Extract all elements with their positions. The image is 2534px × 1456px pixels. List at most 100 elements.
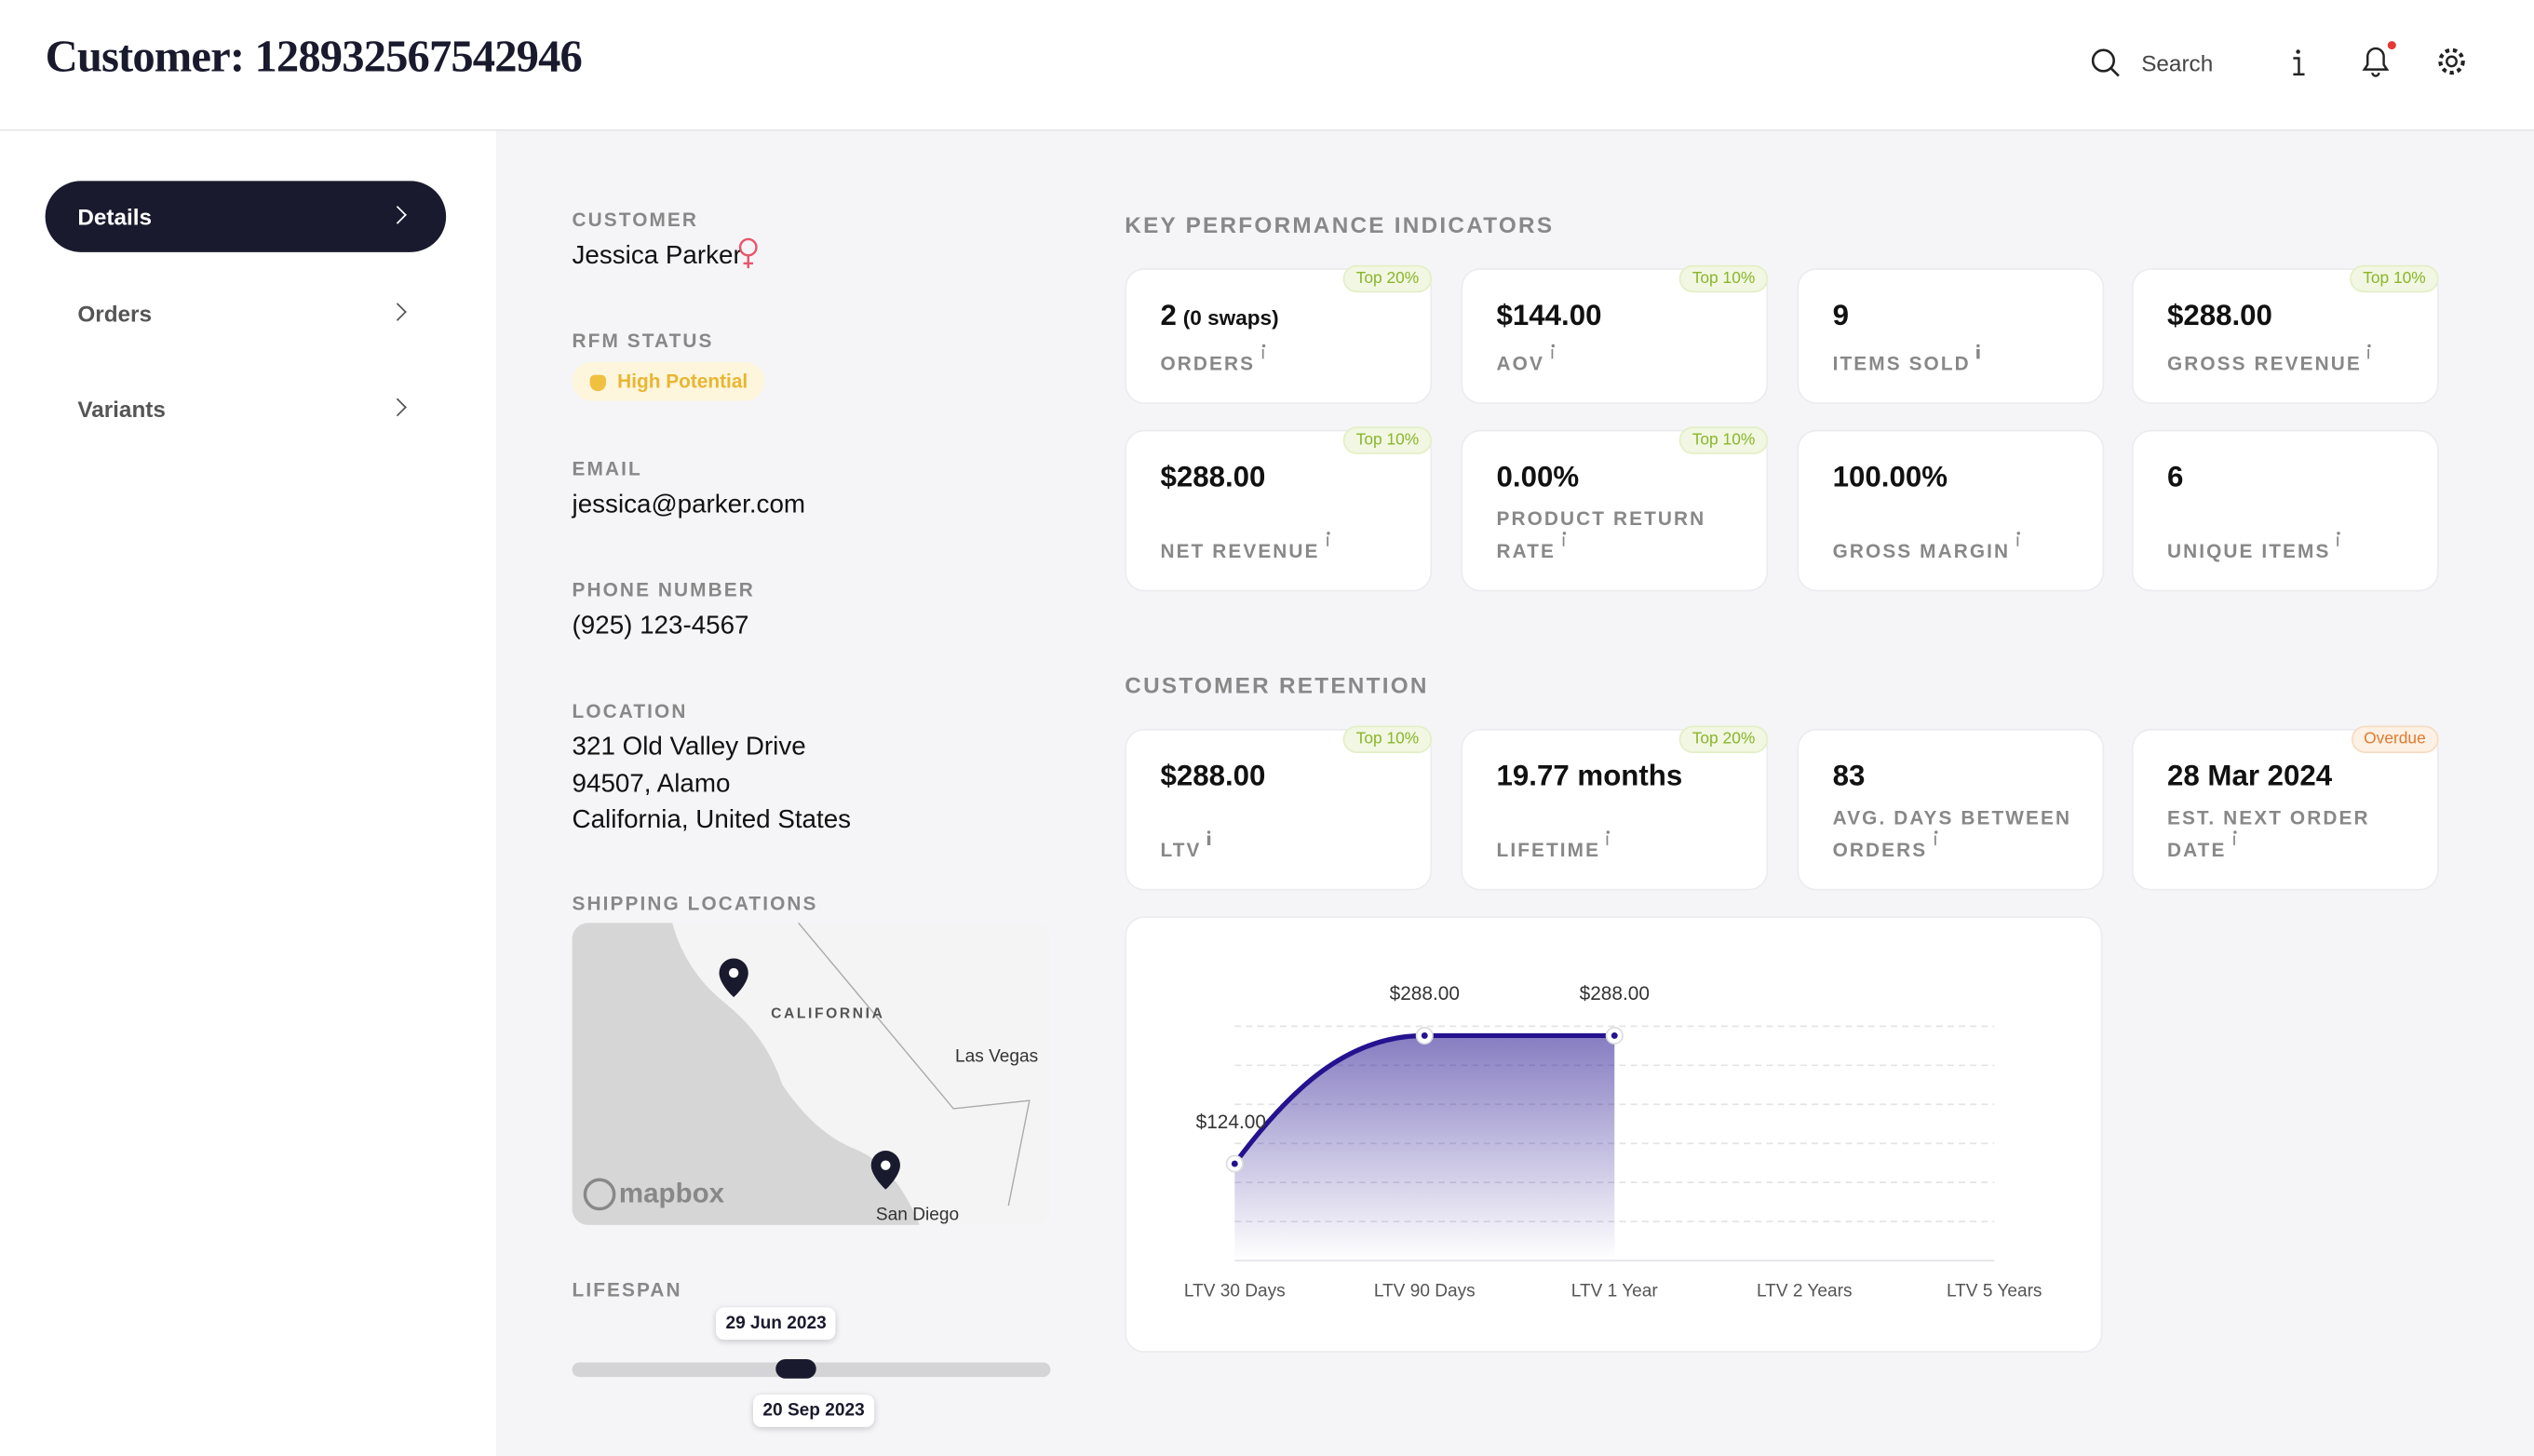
metric-label: GROSS MARGIN <box>1833 532 2075 564</box>
info-icon[interactable] <box>1259 344 1268 360</box>
metric-label: NET REVENUE <box>1160 532 1402 564</box>
metric-value-text: 2 <box>1160 299 1177 331</box>
metric-card: 83 AVG. DAYS BETWEEN ORDERS <box>1797 728 2105 891</box>
map-label: mapbox <box>618 1178 725 1209</box>
info-icon[interactable] <box>1974 344 1983 360</box>
metric-value-text: 19.77 months <box>1496 759 1683 792</box>
section-label: LIFESPAN <box>572 1278 682 1301</box>
field-label: PHONE NUMBER <box>572 578 755 601</box>
x-tick-label: LTV 5 Years <box>1947 1281 2042 1301</box>
nav-item[interactable]: Variants <box>46 373 447 444</box>
info-icon[interactable] <box>2230 830 2239 846</box>
metric-card: $288.00 GROSS REVENUE Top 10% <box>2131 264 2439 404</box>
metric-value-text: $288.00 <box>1160 759 1266 792</box>
metric-value-text: 0.00% <box>1496 460 1580 493</box>
metric-label-text: GROSS MARGIN <box>1832 539 2011 563</box>
slider-thumb[interactable] <box>775 1358 816 1379</box>
map-label: San Diego <box>875 1206 960 1225</box>
nav-label: Orders <box>77 300 153 326</box>
info-icon[interactable] <box>1559 532 1569 547</box>
metric-card: 19.77 months LIFETIME Top 20% <box>1461 725 1769 891</box>
metric-label: ITEMS SOLD <box>1833 344 2075 377</box>
map-pin[interactable] <box>719 958 748 998</box>
info-icon[interactable] <box>1205 830 1214 846</box>
x-tick-label: LTV 1 Year <box>1571 1281 1659 1301</box>
info-icon[interactable] <box>1547 344 1557 360</box>
metric-badge: Top 10% <box>1342 725 1433 753</box>
metric-label-text: ITEMS SOLD <box>1832 352 1971 375</box>
info-icon[interactable] <box>2334 532 2343 547</box>
metric-card: 9 ITEMS SOLD <box>1797 268 2105 404</box>
metric-sub: (0 swaps) <box>1182 305 1279 330</box>
info-icon[interactable] <box>2014 532 2023 547</box>
metric-label: EST. NEXT ORDER DATE <box>2167 805 2409 863</box>
metric-label-text: LIFETIME <box>1496 838 1601 862</box>
search-input[interactable]: Search <box>2141 49 2214 76</box>
metric-card: $288.00 LTV Top 10% <box>1125 725 1433 891</box>
ltv-chart: LTV 30 Days LTV 90 Days LTV 1 Year LTV 2 Ye… <box>1184 983 2042 1301</box>
settings-icon[interactable] <box>2435 46 2468 78</box>
metric-label: PRODUCT RETURN RATE <box>1497 506 1739 563</box>
metric-badge: Top 10% <box>1342 426 1433 454</box>
field-value: 94507, Alamo <box>572 770 731 798</box>
header: Customer: 128932567542946 Search <box>0 0 2534 131</box>
metric-value: 0.00% <box>1497 461 1580 494</box>
map-pin[interactable] <box>870 1151 900 1190</box>
metric-value-text: 6 <box>2166 460 2184 493</box>
rfm-badge: High Potential <box>572 361 764 401</box>
slider-end-tooltip: 20 Sep 2023 <box>752 1395 875 1427</box>
metric-value: $144.00 <box>1497 299 1602 332</box>
field-value: Jessica Parker <box>572 242 742 270</box>
metric-value: 100.00% <box>1833 461 1948 494</box>
metric-value-text: $288.00 <box>2166 299 2272 331</box>
info-icon[interactable] <box>1931 830 1940 846</box>
map-label: CALIFORNIA <box>771 1004 885 1022</box>
data-label: $288.00 <box>1390 983 1460 1004</box>
metric-label-text: ORDERS <box>1160 352 1256 375</box>
field-value: jessica@parker.com <box>572 491 806 519</box>
chevron <box>388 398 407 417</box>
metric-value: 83 <box>1833 760 1866 793</box>
metric-card: $144.00 AOV Top 10% <box>1461 264 1769 404</box>
slider-start-tooltip: 29 Jun 2023 <box>716 1307 837 1341</box>
metric-card: 6 UNIQUE ITEMS <box>2131 429 2439 592</box>
metric-label-text: NET REVENUE <box>1160 539 1320 563</box>
info-icon[interactable] <box>2288 47 2308 79</box>
metric-value: 28 Mar 2024 <box>2167 760 2332 793</box>
data-label: $124.00 <box>1196 1112 1266 1133</box>
info-icon[interactable] <box>2365 344 2374 360</box>
metric-card: 0.00% PRODUCT RETURN RATE Top 10% <box>1461 426 1769 592</box>
shipping-map[interactable] <box>572 923 1051 1225</box>
info-icon[interactable] <box>1604 830 1613 846</box>
field-value: (925) 123-4567 <box>572 612 749 640</box>
data-point-dot <box>1231 1160 1238 1167</box>
sidebar <box>0 130 496 1456</box>
section-title: CUSTOMER RETENTION <box>1125 672 1429 698</box>
x-tick-label: LTV 30 Days <box>1184 1281 1286 1301</box>
notifications-icon[interactable] <box>2356 39 2398 81</box>
field-label: EMAIL <box>572 457 642 480</box>
metric-value: $288.00 <box>1160 760 1265 793</box>
metric-value-text: 83 <box>1832 759 1866 792</box>
nav-item[interactable]: Orders <box>46 277 447 348</box>
nav-item[interactable]: Details <box>45 181 447 252</box>
nav-label: Variants <box>77 396 166 423</box>
metric-value-text: $288.00 <box>1160 460 1266 493</box>
metric-label-text: LTV <box>1160 838 1202 862</box>
metric-label-text: EST. NEXT ORDER DATE <box>2166 806 2370 862</box>
metric-value-text: 9 <box>1832 299 1850 331</box>
metric-label: LTV <box>1160 830 1402 863</box>
info-icon[interactable] <box>1323 532 1332 547</box>
map-label: Las Vegas <box>954 1046 1039 1067</box>
search-icon[interactable] <box>2090 47 2123 79</box>
x-tick-label: LTV 2 Years <box>1757 1281 1853 1301</box>
data-label: $288.00 <box>1580 983 1650 1004</box>
section-title: KEY PERFORMANCE INDICATORS <box>1125 211 1555 238</box>
metric-value: 19.77 months <box>1497 760 1683 793</box>
nav-label: Details <box>77 203 153 230</box>
data-point-dot <box>1611 1031 1618 1039</box>
metric-value-text: $144.00 <box>1496 299 1602 331</box>
data-point-dot <box>1421 1031 1428 1039</box>
metric-card: 100.00% GROSS MARGIN <box>1797 429 2105 592</box>
